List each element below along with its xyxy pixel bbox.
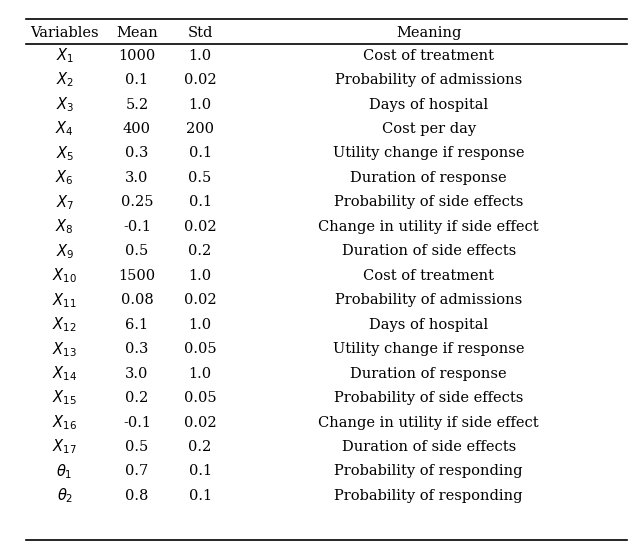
- Text: 0.2: 0.2: [125, 391, 148, 405]
- Text: 1.0: 1.0: [189, 366, 212, 381]
- Text: 0.1: 0.1: [125, 73, 148, 87]
- Text: Duration of response: Duration of response: [350, 366, 507, 381]
- Text: $X_{14}$: $X_{14}$: [52, 364, 77, 383]
- Text: $X_8$: $X_8$: [56, 217, 74, 236]
- Text: $X_{17}$: $X_{17}$: [52, 438, 77, 456]
- Text: 0.5: 0.5: [125, 440, 148, 454]
- Text: 0.02: 0.02: [184, 415, 216, 430]
- Text: 0.2: 0.2: [188, 244, 212, 259]
- Text: 0.3: 0.3: [125, 146, 148, 161]
- Text: 0.02: 0.02: [184, 73, 216, 87]
- Text: $X_1$: $X_1$: [56, 46, 74, 65]
- Text: Change in utility if side effect: Change in utility if side effect: [318, 415, 539, 430]
- Text: 0.3: 0.3: [125, 342, 148, 356]
- Text: Utility change if response: Utility change if response: [333, 146, 524, 161]
- Text: 1500: 1500: [118, 269, 156, 283]
- Text: $X_9$: $X_9$: [56, 242, 74, 261]
- Text: 5.2: 5.2: [125, 97, 148, 112]
- Text: $X_2$: $X_2$: [56, 71, 74, 90]
- Text: Mean: Mean: [116, 26, 158, 41]
- Text: Probability of admissions: Probability of admissions: [335, 293, 522, 307]
- Text: -0.1: -0.1: [123, 415, 151, 430]
- Text: $X_4$: $X_4$: [56, 120, 74, 138]
- Text: Variables: Variables: [30, 26, 99, 41]
- Text: 0.05: 0.05: [184, 391, 216, 405]
- Text: Cost of treatment: Cost of treatment: [363, 269, 494, 283]
- Text: 1.0: 1.0: [189, 317, 212, 332]
- Text: 0.1: 0.1: [189, 146, 212, 161]
- Text: Probability of responding: Probability of responding: [335, 464, 523, 479]
- Text: 1.0: 1.0: [189, 269, 212, 283]
- Text: Days of hospital: Days of hospital: [369, 317, 488, 332]
- Text: 0.2: 0.2: [188, 440, 212, 454]
- Text: Change in utility if side effect: Change in utility if side effect: [318, 220, 539, 234]
- Text: $\theta_1$: $\theta_1$: [56, 462, 73, 481]
- Text: $X_{15}$: $X_{15}$: [52, 389, 77, 408]
- Text: -0.1: -0.1: [123, 220, 151, 234]
- Text: $X_{10}$: $X_{10}$: [52, 266, 77, 285]
- Text: Utility change if response: Utility change if response: [333, 342, 524, 356]
- Text: 1.0: 1.0: [189, 48, 212, 63]
- Text: 0.1: 0.1: [189, 464, 212, 479]
- Text: 3.0: 3.0: [125, 171, 148, 185]
- Text: 0.1: 0.1: [189, 489, 212, 503]
- Text: Duration of side effects: Duration of side effects: [342, 244, 516, 259]
- Text: Duration of side effects: Duration of side effects: [342, 440, 516, 454]
- Text: 0.08: 0.08: [120, 293, 153, 307]
- Text: 400: 400: [123, 122, 151, 136]
- Text: Meaning: Meaning: [396, 26, 461, 41]
- Text: 0.05: 0.05: [184, 342, 216, 356]
- Text: 6.1: 6.1: [125, 317, 148, 332]
- Text: 200: 200: [186, 122, 214, 136]
- Text: $\theta_2$: $\theta_2$: [56, 486, 73, 505]
- Text: 0.25: 0.25: [121, 195, 153, 210]
- Text: $X_7$: $X_7$: [56, 193, 74, 212]
- Text: 0.7: 0.7: [125, 464, 148, 479]
- Text: Probability of responding: Probability of responding: [335, 489, 523, 503]
- Text: Probability of side effects: Probability of side effects: [334, 195, 524, 210]
- Text: $X_{13}$: $X_{13}$: [52, 340, 77, 359]
- Text: Days of hospital: Days of hospital: [369, 97, 488, 112]
- Text: $X_5$: $X_5$: [56, 144, 74, 163]
- Text: Duration of response: Duration of response: [350, 171, 507, 185]
- Text: Cost per day: Cost per day: [381, 122, 476, 136]
- Text: 1.0: 1.0: [189, 97, 212, 112]
- Text: Probability of side effects: Probability of side effects: [334, 391, 524, 405]
- Text: $X_{11}$: $X_{11}$: [52, 291, 77, 310]
- Text: Probability of admissions: Probability of admissions: [335, 73, 522, 87]
- Text: $X_6$: $X_6$: [56, 168, 74, 187]
- Text: 0.5: 0.5: [188, 171, 212, 185]
- Text: 0.1: 0.1: [189, 195, 212, 210]
- Text: 0.5: 0.5: [125, 244, 148, 259]
- Text: $X_{12}$: $X_{12}$: [52, 315, 77, 334]
- Text: Cost of treatment: Cost of treatment: [363, 48, 494, 63]
- Text: 0.8: 0.8: [125, 489, 148, 503]
- Text: $X_{16}$: $X_{16}$: [52, 413, 77, 432]
- Text: 3.0: 3.0: [125, 366, 148, 381]
- Text: 0.02: 0.02: [184, 293, 216, 307]
- Text: 1000: 1000: [118, 48, 156, 63]
- Text: $X_3$: $X_3$: [56, 95, 74, 114]
- Text: 0.02: 0.02: [184, 220, 216, 234]
- Text: Std: Std: [188, 26, 212, 41]
